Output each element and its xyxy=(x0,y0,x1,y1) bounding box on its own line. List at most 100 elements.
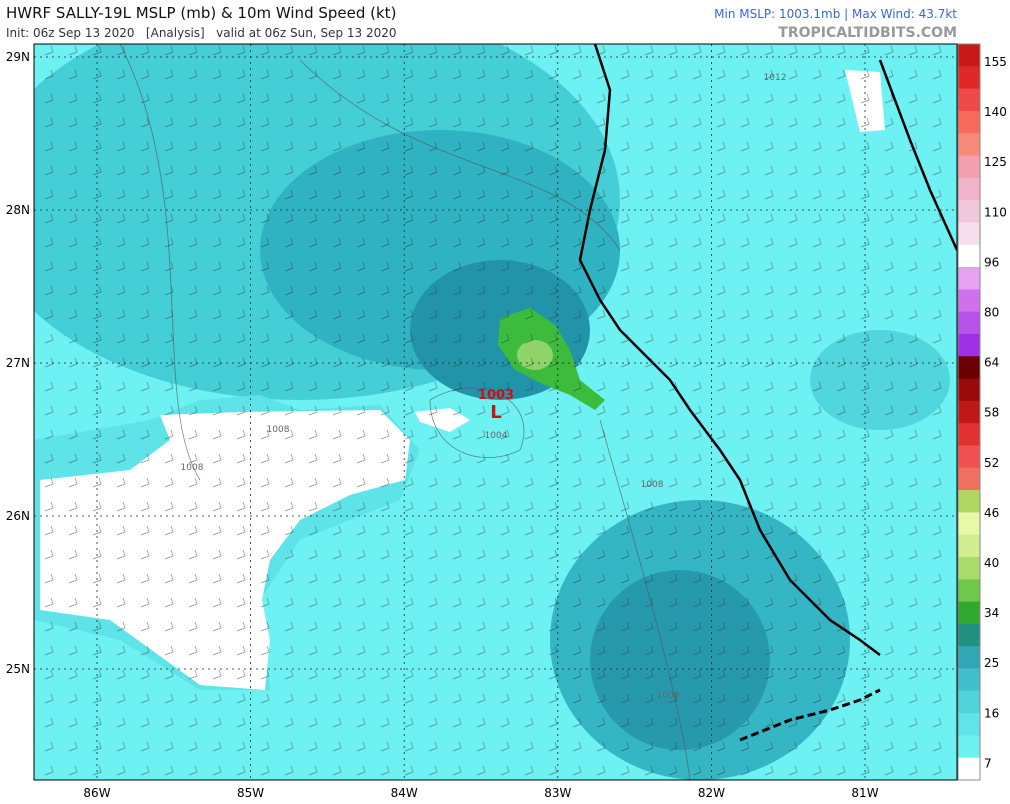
wind-barb xyxy=(44,333,54,344)
wind-barb xyxy=(140,477,150,488)
wind-barb xyxy=(860,573,870,584)
wind-barb xyxy=(308,525,318,536)
wind-barb xyxy=(932,597,942,608)
colorbar-label: 96 xyxy=(984,255,999,269)
wind-barb xyxy=(932,693,942,704)
wind-barb xyxy=(92,765,102,776)
wind-barb xyxy=(812,573,822,584)
wind-barb xyxy=(428,645,438,656)
wind-barb xyxy=(212,717,222,728)
wind-barb xyxy=(236,477,246,488)
wind-barb xyxy=(500,693,510,704)
wind-barb xyxy=(188,117,198,128)
wind-barb xyxy=(740,477,750,488)
wind-barb xyxy=(788,573,798,584)
wind-barb xyxy=(620,333,630,344)
wind-barb xyxy=(188,717,198,728)
wind-barb xyxy=(140,69,150,80)
wind-barb xyxy=(476,45,486,56)
wind-barb xyxy=(212,93,222,104)
wind-barb xyxy=(572,645,582,656)
wind-barb xyxy=(332,741,342,752)
wind-barb xyxy=(836,429,846,440)
wind-barb xyxy=(716,525,726,536)
wind-barb xyxy=(260,621,270,632)
wind-barb xyxy=(356,237,366,248)
wind-barb xyxy=(92,597,102,608)
wind-barb xyxy=(476,693,486,704)
wind-barb xyxy=(644,69,654,80)
colorbar-swatch xyxy=(958,110,980,134)
wind-barb xyxy=(188,741,198,752)
wind-barb xyxy=(836,741,846,752)
wind-barb xyxy=(908,165,918,176)
wind-barb xyxy=(188,357,198,368)
wind-barb xyxy=(428,117,438,128)
wind-barb xyxy=(236,117,246,128)
wind-barb xyxy=(164,405,174,416)
wind-barb xyxy=(596,141,606,152)
wind-barb xyxy=(308,261,318,272)
wind-barb xyxy=(860,477,870,488)
colorbar-swatch xyxy=(958,88,980,112)
wind-barb xyxy=(692,261,702,272)
wind-barb xyxy=(740,141,750,152)
wind-barb xyxy=(164,93,174,104)
wind-barb xyxy=(212,621,222,632)
wind-barb xyxy=(452,669,462,680)
wind-barb xyxy=(668,741,678,752)
wind-barb xyxy=(452,189,462,200)
wind-barb xyxy=(644,261,654,272)
wind-barb xyxy=(164,285,174,296)
wind-barb xyxy=(548,309,558,320)
wind-barb xyxy=(236,69,246,80)
wind-barb xyxy=(788,669,798,680)
wind-barb xyxy=(308,645,318,656)
wind-barb xyxy=(620,381,630,392)
wind-barb xyxy=(212,477,222,488)
wind-barb xyxy=(788,189,798,200)
wind-barb xyxy=(548,429,558,440)
wind-barb xyxy=(692,141,702,152)
wind-barb xyxy=(476,597,486,608)
low-symbol: L xyxy=(490,402,501,423)
wind-barb xyxy=(692,429,702,440)
wind-barb xyxy=(572,309,582,320)
wind-barb xyxy=(932,573,942,584)
wind-barb xyxy=(716,621,726,632)
wind-barb xyxy=(44,309,54,320)
wind-barb xyxy=(236,141,246,152)
wind-barb xyxy=(548,285,558,296)
wind-barb xyxy=(260,93,270,104)
wind-barb xyxy=(164,69,174,80)
wind-barb xyxy=(524,261,534,272)
wind-barb xyxy=(452,765,462,776)
wind-barb xyxy=(212,429,222,440)
wind-barb xyxy=(548,501,558,512)
wind-barb xyxy=(620,717,630,728)
wind-barb xyxy=(860,93,870,104)
wind-barb xyxy=(236,333,246,344)
wind-barb xyxy=(212,309,222,320)
wind-barb xyxy=(164,693,174,704)
wind-barb xyxy=(644,525,654,536)
wind-barb xyxy=(692,477,702,488)
wind-barb xyxy=(788,285,798,296)
wind-barb xyxy=(908,405,918,416)
wind-barb xyxy=(284,189,294,200)
wind-barb xyxy=(500,453,510,464)
wind-barb xyxy=(188,45,198,56)
calm-area xyxy=(40,410,410,690)
wind-barb xyxy=(740,309,750,320)
wind-barb xyxy=(236,765,246,776)
wind-barb xyxy=(932,549,942,560)
wind-barb xyxy=(452,693,462,704)
wind-barb xyxy=(380,741,390,752)
wind-barb xyxy=(548,621,558,632)
wind-barb xyxy=(332,381,342,392)
wind-barb xyxy=(116,45,126,56)
colorbar-swatch xyxy=(958,378,980,402)
wind-barb xyxy=(260,669,270,680)
wind-barb xyxy=(764,333,774,344)
wind-barb xyxy=(836,453,846,464)
